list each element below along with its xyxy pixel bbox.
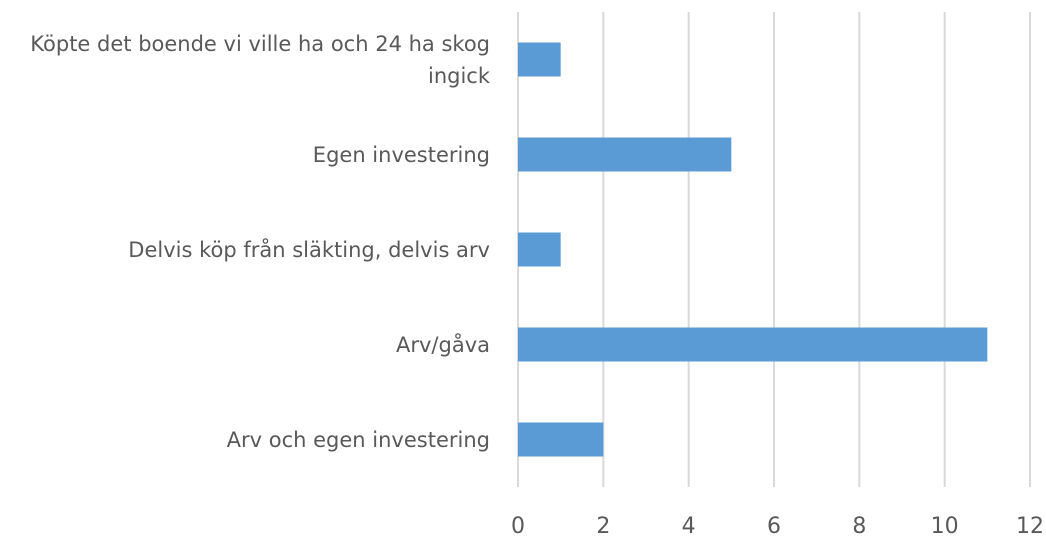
- x-tick-label: 0: [511, 514, 525, 539]
- bar: [518, 232, 561, 267]
- x-tick-label: 4: [682, 514, 696, 539]
- category-label: Egen investering: [312, 142, 490, 167]
- x-tick-label: 10: [931, 514, 959, 539]
- x-tick-label: 12: [1016, 514, 1044, 539]
- category-label: Delvis köp från släkting, delvis arv: [128, 237, 490, 262]
- x-tick-label: 2: [596, 514, 610, 539]
- bar: [518, 42, 561, 77]
- category-label: Arv/gåva: [396, 332, 490, 357]
- category-label: Arv och egen investering: [226, 427, 490, 452]
- bar: [518, 137, 732, 172]
- category-label: Köpte det boende vi ville ha och 24 ha s…: [30, 31, 490, 88]
- bar: [518, 327, 988, 362]
- x-tick-label: 8: [852, 514, 866, 539]
- x-tick-label: 6: [767, 514, 781, 539]
- bar: [518, 422, 604, 457]
